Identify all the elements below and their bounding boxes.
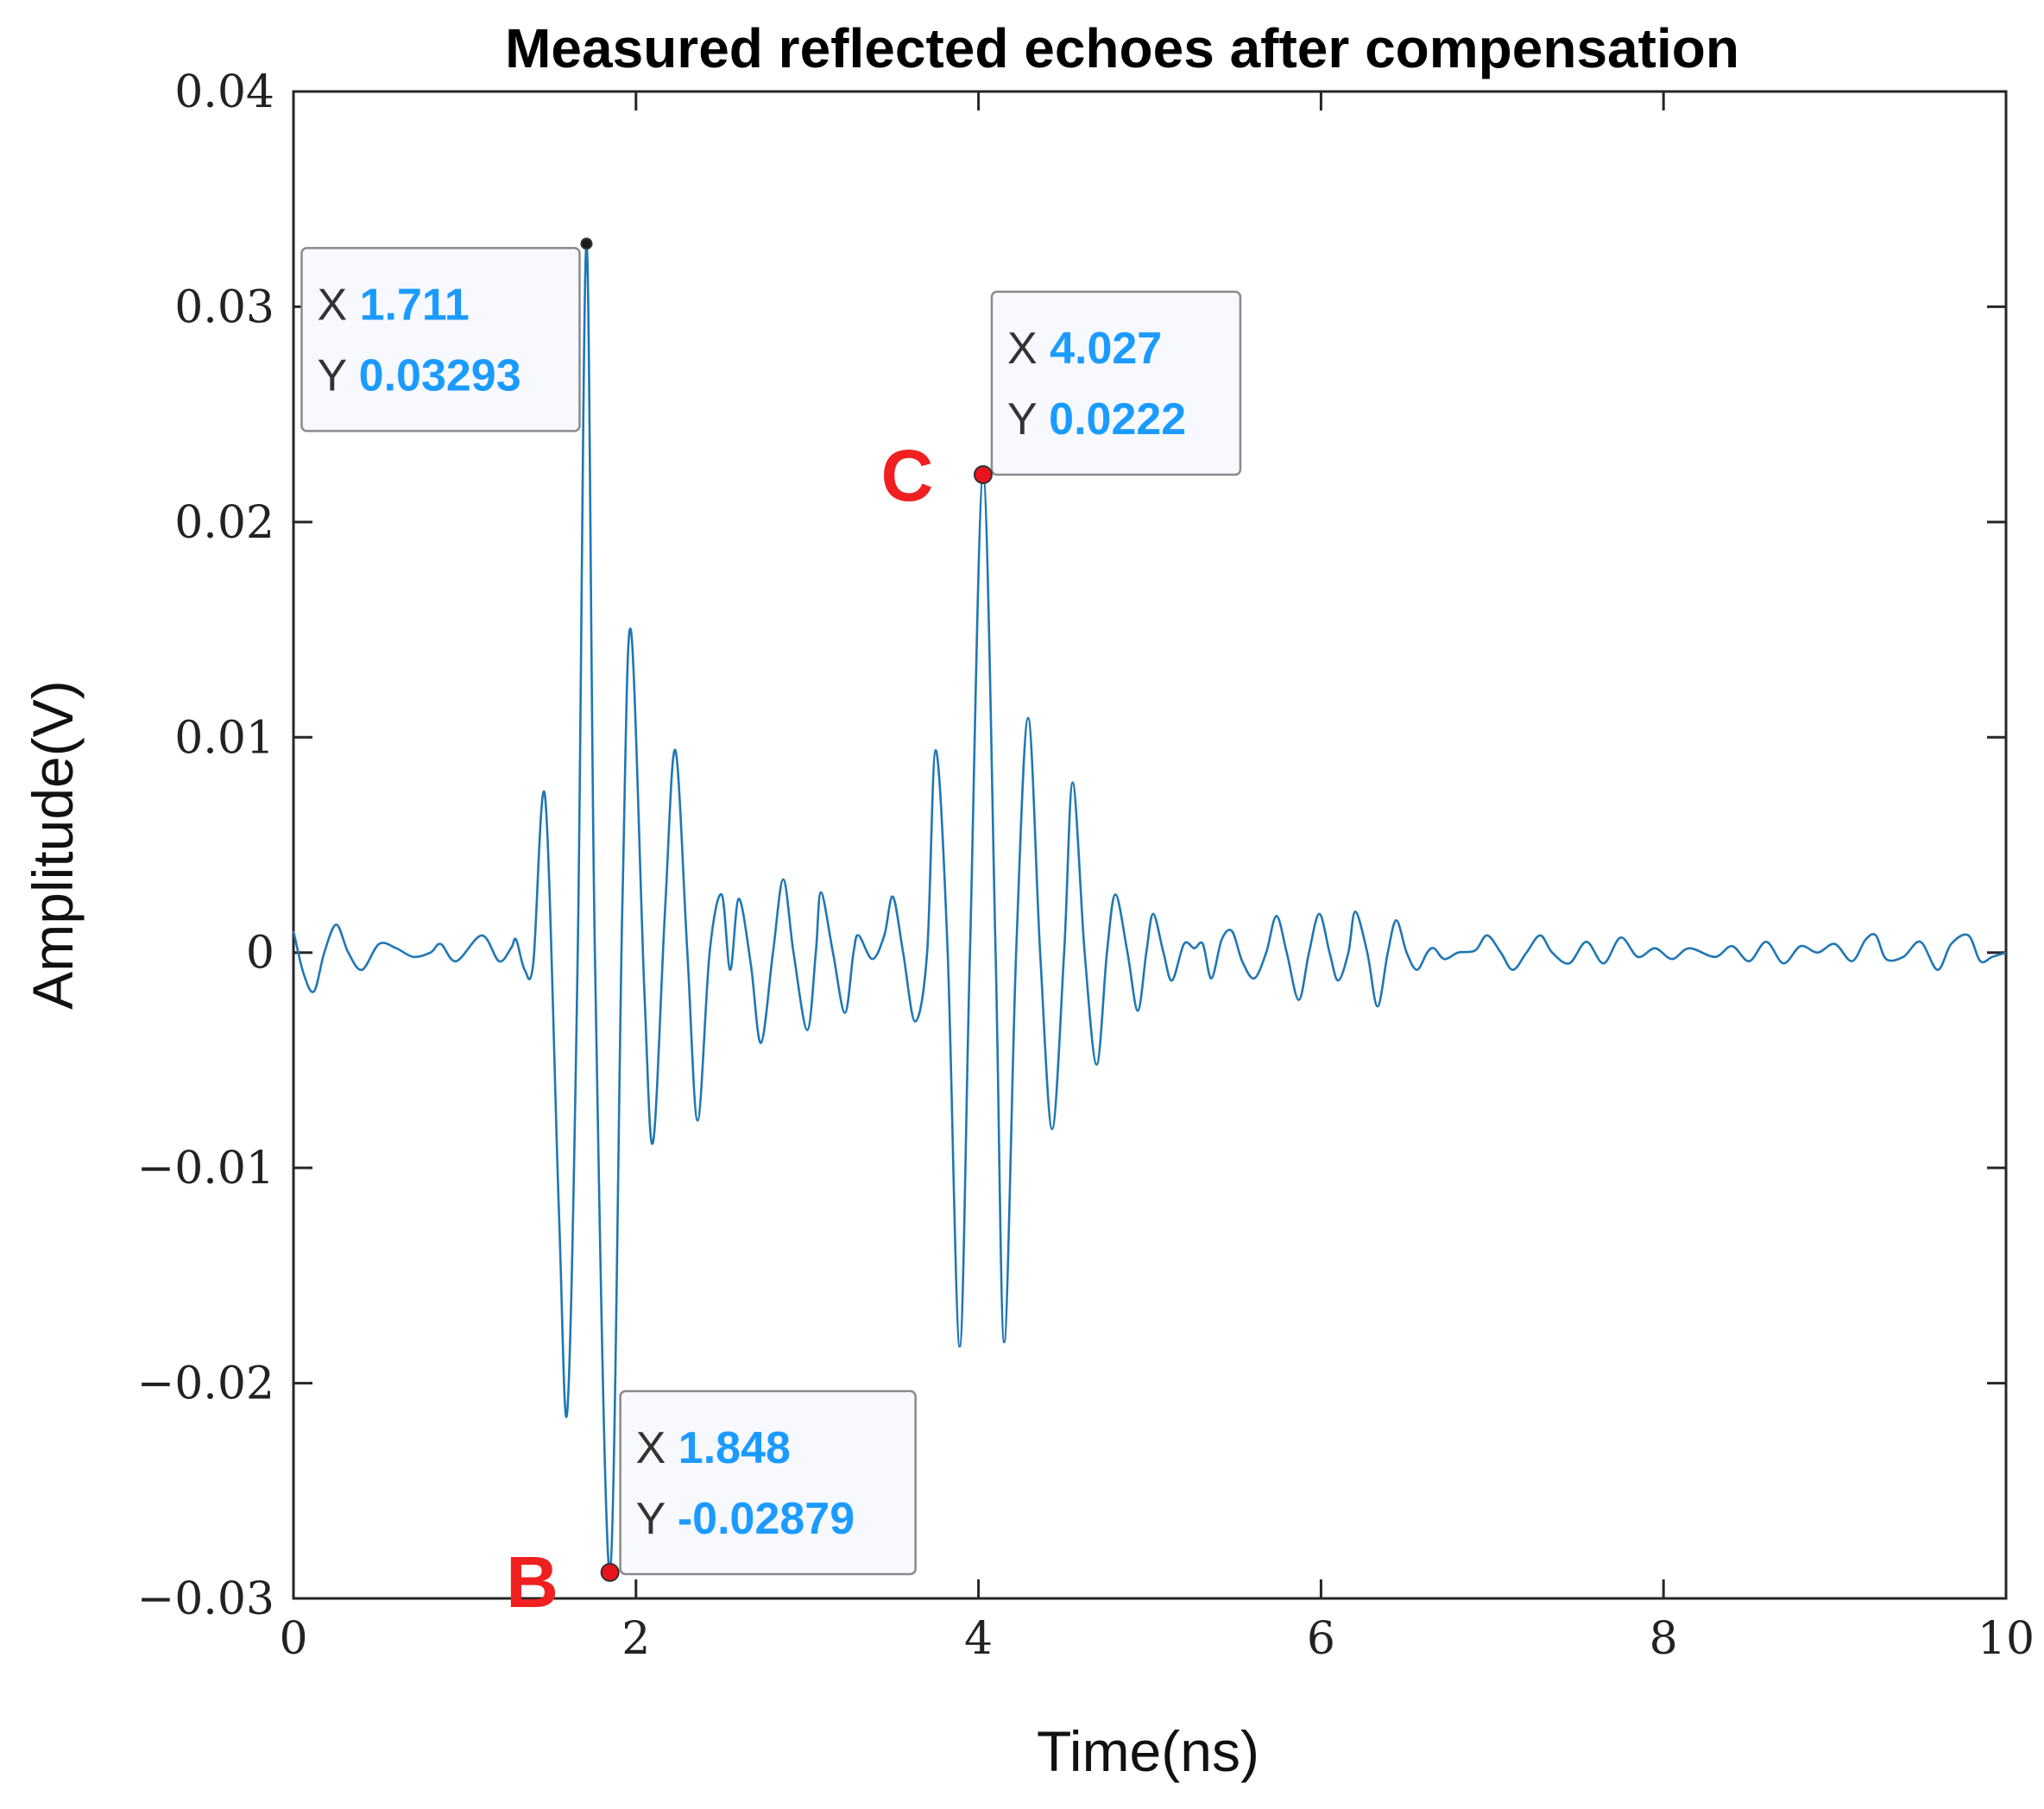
datatip-y-key: Y <box>636 1494 678 1544</box>
datatip-y-value: -0.02879 <box>678 1494 855 1544</box>
chart-title: Measured reflected echoes after compensa… <box>505 17 1739 79</box>
y-tick-label: −0.01 <box>137 1143 274 1194</box>
x-tick-label: 2 <box>621 1613 650 1665</box>
y-axis-label: Amplitude(V) <box>21 680 85 1009</box>
datatip-marker[interactable] <box>600 1562 620 1582</box>
datatip-x-row: X 1.711 <box>317 280 469 330</box>
datatip-x-value: 1.711 <box>360 280 470 330</box>
datatip-x-row: X 4.027 <box>1007 324 1162 374</box>
datatip-x-key: X <box>636 1423 678 1473</box>
y-tick-label: −0.02 <box>137 1358 274 1410</box>
datatip-x-key: X <box>317 280 359 330</box>
x-tick-label: 10 <box>1978 1613 2035 1665</box>
datatip-x-value: 1.848 <box>678 1423 791 1473</box>
y-tick-label: 0.02 <box>174 497 274 549</box>
datatip-y-row: Y 0.0222 <box>1007 394 1186 444</box>
x-tick-label: 6 <box>1307 1613 1335 1665</box>
annotation-label: B <box>506 1541 558 1623</box>
axis-tick-labels: 0 2 4 6 8 10 0.04 0.03 0.02 0.01 0 −0.01 −0.02 −0.03 <box>137 66 2035 1665</box>
annotation-label: C <box>881 435 934 516</box>
datatip-y-row: Y 0.03293 <box>317 350 520 400</box>
datatip-x-key: X <box>1007 324 1050 374</box>
datatip-y-key: Y <box>317 350 358 400</box>
y-tick-label: 0.01 <box>174 712 274 764</box>
x-tick-label: 0 <box>279 1613 307 1665</box>
datatip-y-row: Y -0.02879 <box>636 1494 855 1544</box>
datatip-x-value: 4.027 <box>1050 324 1162 374</box>
y-tick-label: −0.03 <box>137 1573 274 1625</box>
datatip-y-key: Y <box>1007 394 1049 444</box>
x-tick-label: 8 <box>1650 1613 1678 1665</box>
datatip-y-value: 0.03293 <box>359 350 521 400</box>
datatip-y-value: 0.0222 <box>1049 394 1186 444</box>
datatip-box <box>990 290 1242 476</box>
datatip-box <box>619 1390 917 1576</box>
x-tick-label: 4 <box>964 1613 993 1665</box>
y-tick-label: 0 <box>246 928 274 980</box>
datatip-x-row: X 1.848 <box>636 1423 791 1473</box>
datatip-box <box>300 247 581 432</box>
datatip-marker[interactable] <box>973 464 993 484</box>
y-tick-label: 0.04 <box>174 66 274 118</box>
y-tick-label: 0.03 <box>174 281 274 333</box>
datatip-marker[interactable] <box>580 237 593 250</box>
axis-ticks <box>292 90 2008 1600</box>
x-axis-label: Time(ns) <box>1037 1719 1259 1783</box>
